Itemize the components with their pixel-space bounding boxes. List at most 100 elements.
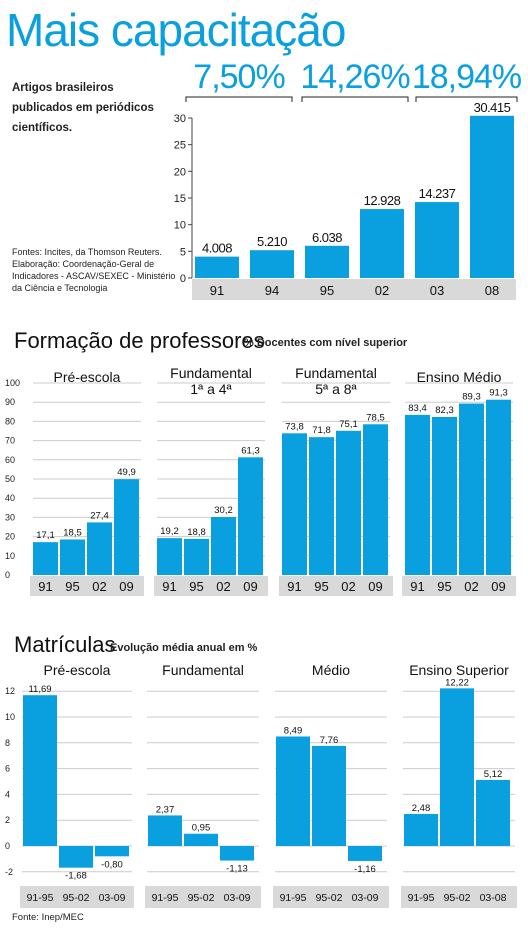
chart1-y-tick: 10: [174, 220, 186, 232]
chart2-x-tick: 91: [410, 579, 424, 594]
chart3-y-tick: 2: [5, 815, 10, 825]
chart3-bar: [404, 814, 438, 846]
chart3-bar: [59, 846, 93, 868]
chart2-panel-title: 5ª a 8ª: [315, 381, 357, 397]
chart2-x-tick: 95: [189, 579, 203, 594]
chart1-annotation: 18,94%: [412, 58, 522, 96]
chart2-bar: [309, 437, 334, 575]
chart3-value-label: -1,16: [354, 864, 376, 875]
chart2-bar: [432, 416, 457, 575]
chart2-value-label: 18,8: [187, 527, 206, 538]
chart3-x-tick: 91-95: [27, 892, 54, 904]
chart3-axis-band: [20, 886, 134, 908]
chart2-x-tick: 02: [92, 579, 106, 594]
chart3-bar: [276, 736, 310, 846]
chart2-bar: [157, 538, 182, 575]
chart2-value-label: 89,3: [462, 392, 481, 403]
chart1-description: Artigos brasileiros publicados em periód…: [12, 82, 154, 134]
chart3-value-label: 11,69: [28, 684, 51, 695]
chart2-panel-title: Fundamental: [295, 365, 377, 381]
chart3-bar: [95, 846, 129, 857]
chart1-x-tick: 08: [485, 283, 499, 298]
chart2-value-label: 18,5: [63, 527, 82, 538]
chart2-value-label: 61,3: [241, 445, 260, 456]
chart2-x-tick: 91: [162, 579, 176, 594]
chart2-bar: [459, 403, 484, 575]
chart2-y-tick: 40: [5, 493, 15, 503]
chart1-bar: [360, 209, 404, 278]
chart1-y-tick: 20: [174, 166, 186, 178]
chart2-value-label: 73,8: [285, 421, 304, 432]
chart2-bar: [282, 433, 307, 575]
chart2-value-label: 71,8: [312, 425, 331, 436]
chart1-x-tick: 91: [210, 283, 224, 298]
chart1-bar: [250, 250, 294, 278]
chart2-x-tick: 02: [216, 579, 230, 594]
chart3-value-label: 12,22: [445, 677, 469, 688]
chart2-bar: [336, 430, 361, 575]
chart3-title: Matrículas: [14, 632, 116, 657]
chart3-y-tick: 8: [5, 738, 10, 748]
chart1-bar: [415, 202, 459, 278]
chart2-value-label: 78,5: [366, 412, 385, 423]
chart3-x-tick: 91-95: [280, 892, 307, 904]
chart1-annotation: 14,26%: [300, 58, 410, 96]
chart3-value-label: 7,76: [320, 735, 339, 746]
chart1-annotation: 7,50%: [193, 58, 285, 96]
chart3-bar: [440, 688, 474, 846]
chart1-x-tick: 95: [320, 283, 334, 298]
chart2-x-tick: 09: [491, 579, 505, 594]
chart2-axis-band: [154, 576, 268, 596]
chart2-bar: [60, 539, 85, 575]
chart1-value-label: 4.008: [202, 241, 232, 256]
chart2-value-label: 27,4: [90, 510, 109, 521]
chart2-panel-title: Ensino Médio: [417, 369, 502, 385]
chart1-bar: [305, 245, 349, 278]
chart3-axis-band: [145, 886, 261, 908]
chart3-bar: [312, 745, 346, 846]
chart1-source: Fontes: Incites, da Thomson Reuters. Ela…: [12, 247, 176, 293]
chart3-bar: [23, 695, 57, 846]
chart3-value-label: 8,49: [284, 725, 303, 736]
chart1-x-tick: 03: [430, 283, 444, 298]
chart2-panel-title: Fundamental: [170, 365, 252, 381]
chart1-y-tick: 25: [174, 140, 186, 152]
chart2-axis-band: [30, 576, 144, 596]
chart3-source: Fonte: Inep/MEC: [12, 912, 84, 923]
chart3-x-tick: 03-09: [352, 892, 379, 904]
chart1-annotation-bracket: [185, 96, 293, 102]
chart2-y-tick: 20: [5, 532, 15, 542]
chart3-axis-band: [273, 886, 389, 908]
chart1-value-label: 12.928: [364, 193, 401, 208]
chart1-y-tick: 30: [174, 113, 186, 125]
chart3-axis-band: [401, 886, 517, 908]
chart3-x-tick: 03-09: [99, 892, 126, 904]
chart2-axis-band: [402, 576, 516, 596]
chart3-x-tick: 95-02: [63, 892, 90, 904]
chart3-subtitle: Evolução média anual em %: [110, 642, 258, 654]
chart3-x-tick: 91-95: [152, 892, 179, 904]
chart3-x-tick: 95-02: [188, 892, 215, 904]
chart2-value-label: 17,1: [36, 530, 55, 541]
chart2-value-label: 75,1: [339, 419, 358, 430]
chart2-value-label: 82,3: [435, 405, 454, 416]
chart3-x-tick: 91-95: [408, 892, 435, 904]
chart2-axis-band: [279, 576, 393, 596]
chart3-panel-title: Pré-escola: [44, 662, 111, 678]
chart3-bar: [476, 779, 510, 846]
chart2-title: Formação de professores: [14, 328, 265, 353]
chart3-value-label: 0,95: [192, 823, 211, 834]
chart2-x-tick: 09: [243, 579, 257, 594]
chart2-y-tick: 60: [5, 455, 15, 465]
chart3-panel-title: Médio: [312, 662, 350, 678]
chart3-panel-title: Ensino Superior: [409, 662, 509, 678]
chart3-bar: [348, 846, 382, 861]
chart2-bar: [87, 522, 112, 575]
chart2-x-tick: 09: [119, 579, 133, 594]
chart3-value-label: 5,12: [484, 769, 503, 780]
chart2-y-tick: 30: [5, 512, 15, 522]
chart3-bar: [184, 833, 218, 846]
chart2-y-tick: 10: [5, 551, 15, 561]
chart2-y-tick: 70: [5, 436, 15, 446]
